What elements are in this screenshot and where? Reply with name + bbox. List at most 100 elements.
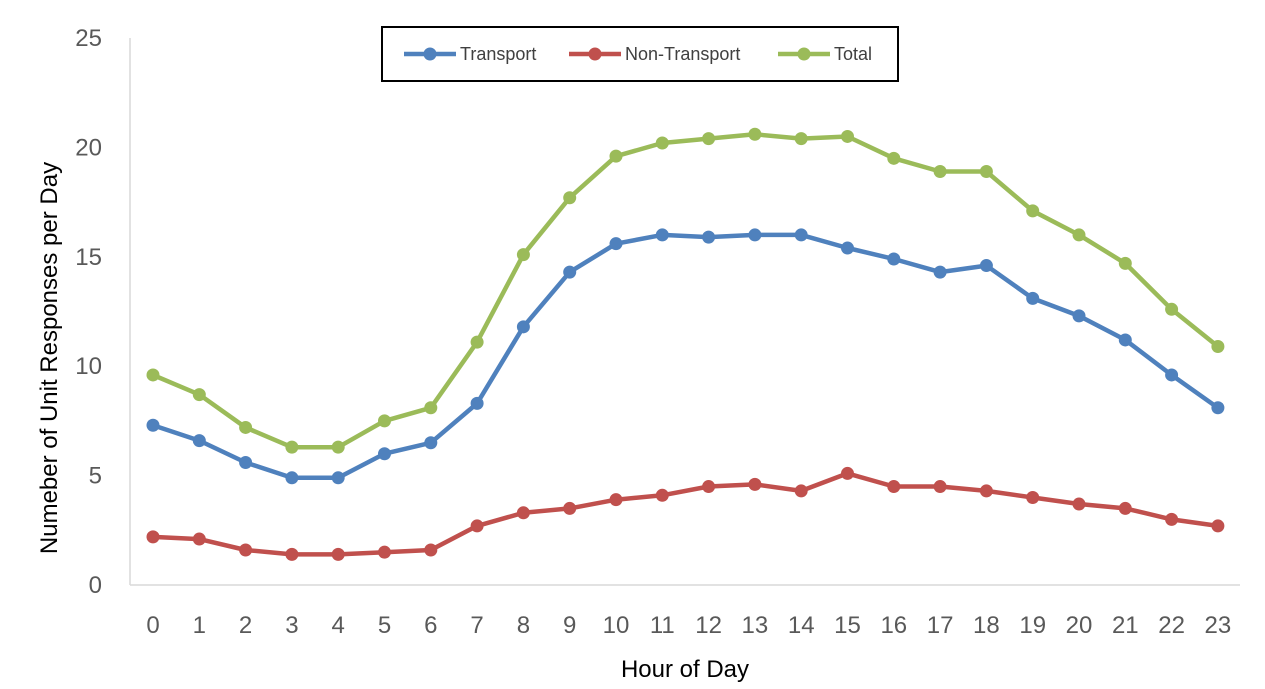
data-point: [285, 440, 299, 454]
x-tick-label: 23: [1205, 612, 1232, 639]
legend-swatch-marker: [797, 47, 811, 61]
data-point: [378, 414, 391, 428]
x-tick-label: 3: [285, 612, 298, 639]
data-point: [516, 248, 530, 262]
data-point: [1072, 228, 1086, 242]
data-point: [424, 401, 438, 415]
x-tick-label: 14: [788, 612, 815, 639]
y-tick-label: 20: [75, 134, 102, 161]
data-point: [609, 493, 623, 507]
legend-label: Transport: [460, 44, 536, 64]
data-point: [563, 191, 577, 205]
x-tick-label: 13: [742, 612, 769, 639]
data-point: [331, 440, 345, 454]
data-point: [702, 230, 716, 244]
data-point: [609, 149, 623, 163]
series-total: [146, 127, 1225, 454]
data-point: [1072, 497, 1086, 511]
data-point: [702, 132, 716, 146]
data-point: [655, 488, 669, 502]
x-tick-label: 18: [973, 612, 1000, 639]
data-point: [841, 241, 854, 255]
axes: [129, 38, 1240, 586]
legend-swatch-marker: [588, 47, 602, 61]
data-point: [933, 265, 947, 279]
data-point: [1026, 204, 1040, 218]
data-point: [146, 368, 160, 382]
data-point: [146, 530, 160, 544]
x-tick-label: 15: [834, 612, 861, 639]
data-point: [1165, 512, 1179, 526]
x-tick-label: 8: [517, 612, 530, 639]
x-tick-labels: 0 1 2 3 4 5 6 7 8 9 10 11 12 13 14 15 16 17 18 19 20 21 22 23: [146, 612, 1231, 639]
data-point: [1165, 302, 1179, 316]
data-point: [378, 447, 391, 461]
data-point: [933, 480, 947, 494]
data-point: [285, 547, 299, 561]
data-point: [748, 228, 762, 242]
data-point: [979, 164, 993, 178]
y-tick-label: 25: [75, 25, 102, 52]
y-tick-label: 0: [89, 572, 102, 599]
legend-item-non-transport: Non-Transport: [569, 44, 740, 64]
y-axis-title: Numeber of Unit Responses per Day: [36, 162, 63, 554]
data-point: [470, 335, 484, 349]
series-transport: [146, 228, 1225, 485]
data-point: [748, 127, 762, 141]
series-line: [150, 132, 1221, 450]
x-tick-label: 11: [650, 612, 675, 639]
y-tick-label: 10: [75, 353, 102, 380]
x-tick-label: 21: [1112, 612, 1139, 639]
data-point: [1118, 501, 1132, 515]
data-point: [887, 151, 901, 165]
data-point: [516, 506, 530, 520]
x-tick-label: 19: [1019, 612, 1046, 639]
legend-swatch-marker: [423, 47, 437, 61]
data-point: [1118, 256, 1132, 270]
x-tick-label: 17: [927, 612, 954, 639]
data-point: [470, 519, 484, 533]
x-tick-label: 2: [239, 612, 252, 639]
data-point: [424, 543, 438, 557]
x-tick-label: 1: [193, 612, 206, 639]
data-point: [331, 471, 345, 485]
data-point: [841, 129, 854, 143]
x-tick-label: 0: [146, 612, 159, 639]
data-point: [655, 136, 669, 150]
x-axis-title: Hour of Day: [621, 656, 749, 683]
data-point: [1211, 519, 1225, 533]
data-point: [563, 501, 577, 515]
data-point: [192, 434, 206, 448]
legend-item-transport: Transport: [404, 44, 536, 64]
data-point: [609, 237, 623, 251]
data-point: [887, 480, 901, 494]
data-point: [470, 396, 484, 410]
data-point: [748, 477, 762, 491]
data-point: [1072, 309, 1086, 323]
x-tick-label: 16: [880, 612, 907, 639]
data-point: [239, 543, 253, 557]
data-point: [239, 455, 253, 469]
data-point: [563, 265, 577, 279]
x-tick-label: 12: [695, 612, 722, 639]
data-point: [1211, 401, 1225, 415]
data-point: [146, 418, 160, 432]
legend-item-total: Total: [778, 44, 872, 64]
data-point: [331, 547, 345, 561]
y-tick-labels: 0 5 10 15 20 25: [75, 25, 102, 599]
x-tick-label: 22: [1158, 612, 1185, 639]
series-non-transport: [146, 466, 1225, 561]
x-tick-label: 6: [424, 612, 437, 639]
data-point: [794, 228, 808, 242]
data-point: [1118, 333, 1132, 347]
x-tick-label: 9: [563, 612, 576, 639]
series-line: [150, 232, 1221, 481]
data-point: [1026, 291, 1040, 305]
data-point: [655, 228, 669, 242]
data-point: [702, 480, 716, 494]
x-tick-label: 5: [378, 612, 391, 639]
data-point: [424, 436, 438, 450]
data-point: [794, 132, 808, 146]
